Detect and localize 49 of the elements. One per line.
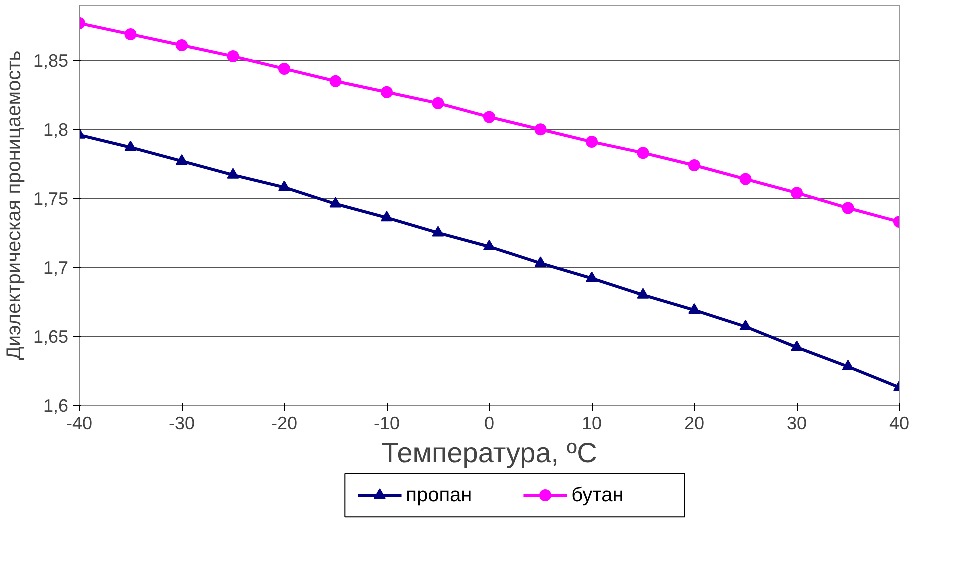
point [791, 187, 803, 200]
point [688, 160, 700, 172]
x-tick-label: -20 [271, 414, 298, 434]
y-tick-label: 1,75 [33, 189, 69, 210]
y-tick-label: 1,6 [43, 396, 69, 416]
point [227, 50, 240, 63]
point [637, 147, 650, 160]
x-tick-label: 0 [484, 414, 495, 434]
point [176, 154, 188, 166]
point [176, 40, 188, 52]
y-tick-label: 1,65 [33, 327, 69, 348]
point [586, 136, 598, 148]
point [381, 86, 393, 98]
point [432, 226, 444, 237]
legend-label: бутан [572, 484, 624, 506]
point [330, 197, 342, 208]
y-tick-label: 1,85 [33, 51, 69, 72]
x-tick-label: 40 [889, 414, 910, 434]
legend-label: пропан [406, 484, 472, 506]
x-tick-label: -40 [66, 414, 93, 434]
point [534, 124, 547, 136]
y-tick-label: 1,8 [43, 120, 69, 140]
x-axis-title: Температура, ºC [382, 438, 598, 468]
x-tick-label: 20 [684, 414, 705, 434]
y-tick-label: 1,7 [43, 258, 69, 278]
point [124, 28, 137, 40]
y-axis-title: Диэлектрическая проницаемость [3, 50, 26, 360]
point [227, 168, 240, 179]
point [842, 360, 854, 371]
x-tick-label: 30 [786, 414, 808, 434]
point [484, 111, 496, 124]
point [791, 340, 803, 352]
point [381, 211, 393, 222]
point [688, 303, 700, 314]
point [740, 173, 752, 186]
point [432, 97, 444, 110]
point [484, 240, 496, 251]
point [330, 75, 342, 88]
point [586, 272, 598, 282]
point [637, 288, 650, 299]
x-tick-label: -10 [374, 414, 400, 434]
point [278, 62, 290, 75]
point [740, 320, 752, 331]
point [842, 202, 854, 214]
x-tick-label: -30 [168, 414, 196, 434]
point [278, 180, 290, 192]
x-tick-label: 10 [582, 414, 602, 434]
point [124, 140, 137, 152]
point [534, 256, 547, 268]
